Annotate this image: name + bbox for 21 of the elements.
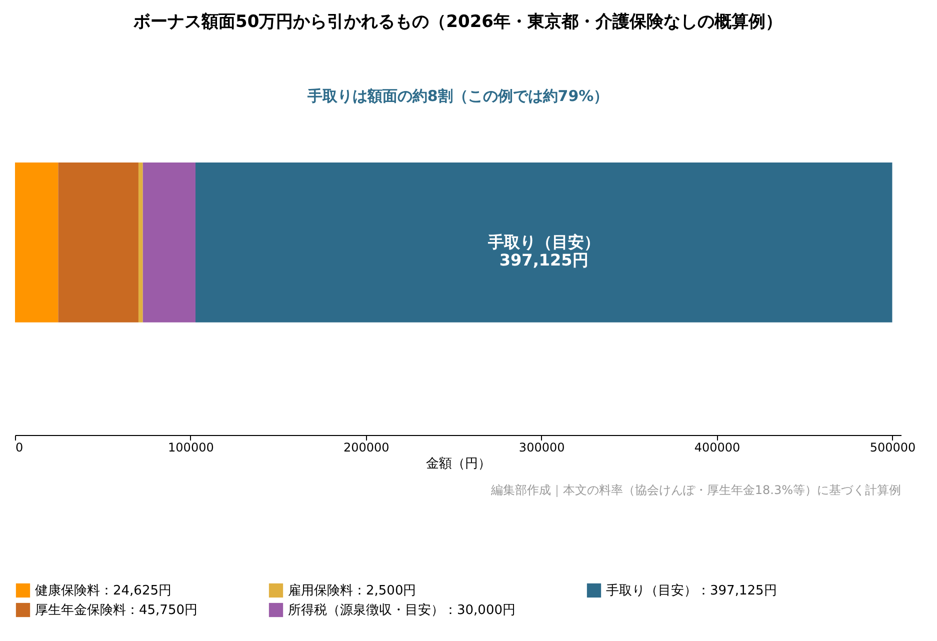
legend-label: 健康保険料：24,625円 <box>35 583 172 598</box>
legend-label: 雇用保険料：2,500円 <box>288 582 416 598</box>
legend-label: 所得税（源泉徴収・目安）：30,000円 <box>288 602 516 618</box>
bar <box>138 162 143 322</box>
x-tick-label: 100000 <box>168 440 214 454</box>
text: 編集部作成｜本文の料率（協会けんぽ・厚生年金18.3%等）に基づく計算例 <box>490 483 901 497</box>
data-label: 手取り（目安） 397,125円 <box>486 232 600 270</box>
bar <box>195 162 892 322</box>
x-tick-label: 200000 <box>343 440 390 454</box>
legend-label: 厚生年金保険料：45,750円 <box>35 603 198 618</box>
chart-title: ボーナス額面50万円から引かれるもの（2026年・東京都・介護保険なしの概算例） <box>132 12 782 32</box>
bar <box>142 162 196 322</box>
legend-label: 手取り（目安）：397,125円 <box>606 582 777 598</box>
bar <box>15 162 58 322</box>
bar <box>58 162 138 322</box>
chart-subtitle: 手取りは額面の約8割（この例では約79%） <box>306 87 609 105</box>
x-tick-label: 300000 <box>518 440 565 454</box>
x-tick-label: 400000 <box>694 440 740 454</box>
x-tick-label: 500000 <box>870 440 916 454</box>
x-tick-label: 0 <box>16 440 24 454</box>
x-axis-title: 金額（円） <box>426 456 491 472</box>
